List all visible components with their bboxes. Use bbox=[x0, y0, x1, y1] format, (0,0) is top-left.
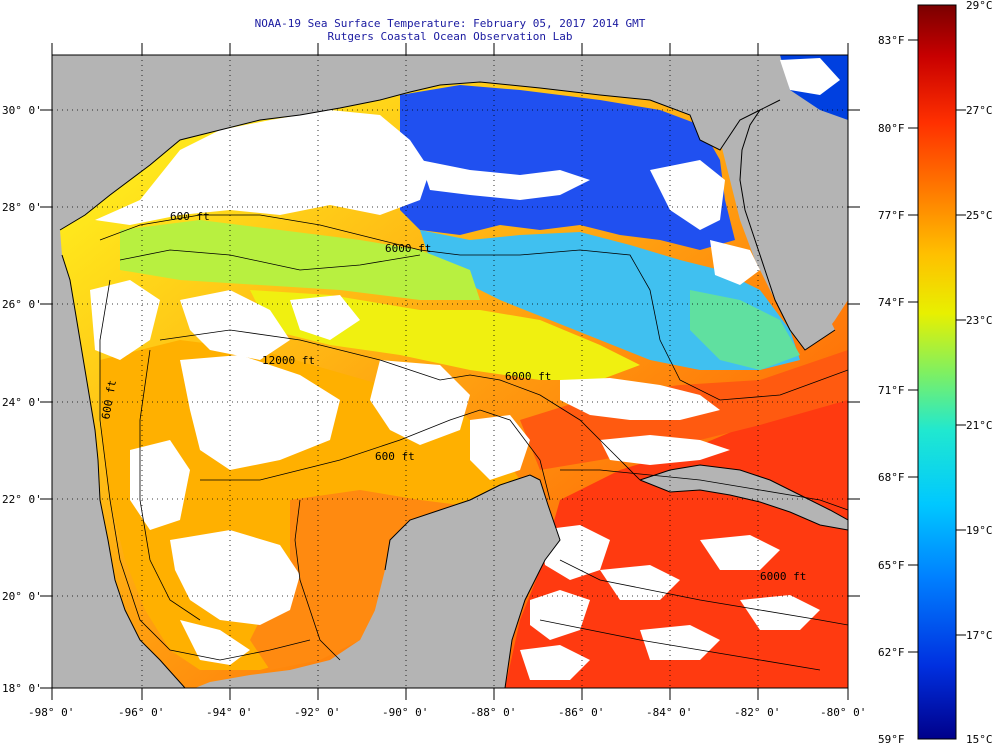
lon-label: -96° 0' bbox=[118, 706, 164, 719]
lat-label: 30° 0' bbox=[2, 104, 42, 117]
lat-label: 20° 0' bbox=[2, 590, 42, 603]
cb-c-label: 27°C bbox=[966, 104, 993, 117]
map-frame bbox=[51, 54, 849, 689]
contour-label: 6000 ft bbox=[505, 370, 551, 383]
lon-label: -86° 0' bbox=[558, 706, 604, 719]
map-title: NOAA-19 Sea Surface Temperature: Februar… bbox=[254, 17, 646, 30]
contour-label: 600 ft bbox=[170, 210, 210, 223]
cb-c-label: 19°C bbox=[966, 524, 993, 537]
lon-label: -90° 0' bbox=[382, 706, 428, 719]
coastlines bbox=[59, 81, 848, 688]
contour-label: 6000 ft bbox=[760, 570, 806, 583]
landmasses bbox=[52, 55, 848, 688]
teal-water bbox=[690, 290, 800, 370]
cb-c-label: 15°C bbox=[966, 733, 993, 746]
colorbar bbox=[917, 4, 957, 740]
lon-label: -94° 0' bbox=[206, 706, 252, 719]
cb-f-label: 68°F bbox=[878, 471, 905, 484]
lon-label: -82° 0' bbox=[734, 706, 780, 719]
cb-f-label: 77°F bbox=[878, 209, 905, 222]
lon-label: -80° 0' bbox=[820, 706, 866, 719]
cold-water-north bbox=[400, 85, 735, 250]
lat-label: 28° 0' bbox=[2, 201, 42, 214]
lat-label: 18° 0' bbox=[2, 682, 42, 695]
colorbar-ticks bbox=[908, 39, 966, 653]
cb-c-label: 23°C bbox=[966, 314, 993, 327]
lat-label: 24° 0' bbox=[2, 396, 42, 409]
water-layer: 600 ft 6000 ft 12000 ft 6000 ft 600 ft 6… bbox=[52, 55, 848, 688]
latitude-labels: 30° 0' 28° 0' 26° 0' 24° 0' 22° 0' 20° 0… bbox=[2, 104, 42, 695]
colorbar-fahrenheit-labels: 83°F 80°F 77°F 74°F 71°F 68°F 65°F 62°F … bbox=[878, 34, 905, 746]
lon-label: -92° 0' bbox=[294, 706, 340, 719]
lon-label: -98° 0' bbox=[28, 706, 74, 719]
cb-c-label: 21°C bbox=[966, 419, 993, 432]
cb-f-label: 80°F bbox=[878, 122, 905, 135]
contour-label: 600 ft bbox=[375, 450, 415, 463]
graticule bbox=[52, 55, 848, 688]
colorbar-celsius-labels: 29°C 27°C 25°C 23°C 21°C 19°C 17°C 15°C bbox=[966, 0, 993, 746]
cloud-cover bbox=[90, 58, 840, 680]
lon-label: -88° 0' bbox=[470, 706, 516, 719]
lon-label: -84° 0' bbox=[646, 706, 692, 719]
contour-label: 6000 ft bbox=[385, 242, 431, 255]
lat-label: 22° 0' bbox=[2, 493, 42, 506]
cb-f-label: 74°F bbox=[878, 296, 905, 309]
cb-c-label: 25°C bbox=[966, 209, 993, 222]
cb-f-label: 62°F bbox=[878, 646, 905, 659]
cb-f-label: 83°F bbox=[878, 34, 905, 47]
axis-ticks bbox=[40, 43, 860, 700]
contour-label: 12000 ft bbox=[262, 354, 315, 367]
longitude-labels: -98° 0' -96° 0' -94° 0' -92° 0' -90° 0' … bbox=[28, 706, 866, 719]
cb-c-label: 17°C bbox=[966, 629, 993, 642]
green-water bbox=[120, 220, 480, 300]
cb-f-label: 71°F bbox=[878, 384, 905, 397]
lat-label: 26° 0' bbox=[2, 298, 42, 311]
cb-f-label: 59°F bbox=[878, 733, 905, 746]
cb-f-label: 65°F bbox=[878, 559, 905, 572]
map-subtitle: Rutgers Coastal Ocean Observation Lab bbox=[327, 30, 573, 43]
cb-c-label: 29°C bbox=[966, 0, 993, 12]
